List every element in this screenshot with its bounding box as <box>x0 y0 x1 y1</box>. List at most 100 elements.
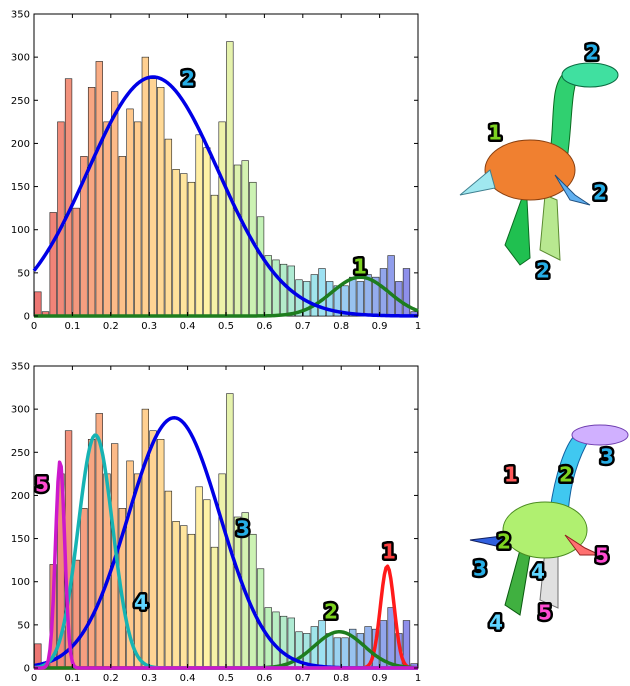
histogram-bar-1-19 <box>180 525 188 669</box>
histogram-bar-0-2 <box>49 212 57 317</box>
model-0-tail <box>459 169 496 196</box>
histogram-bar-0-31 <box>272 259 280 317</box>
histogram-bar-0-9 <box>103 121 111 317</box>
y-tick-label-1-4: 200 <box>11 491 30 502</box>
histogram-bar-0-17 <box>164 138 173 317</box>
histogram-bar-0-22 <box>203 147 211 317</box>
model-1-head <box>571 424 629 446</box>
histogram-bar-0-32 <box>279 263 288 317</box>
histogram-bar-0-14 <box>141 56 150 317</box>
x-tick-label-0-7: 0.7 <box>295 321 311 332</box>
x-tick-label-1-8: 0.8 <box>333 673 349 684</box>
chart-panel-0: 1 2 0 0.1 0.2 0.3 0.4 0.5 0.6 0.7 0.8 0.9 1 0 50 100 150… <box>11 10 421 333</box>
model-1-body <box>502 501 588 559</box>
histogram-bar-0-8 <box>95 61 103 317</box>
y-tick-label-0-2: 100 <box>11 225 30 236</box>
x-tick-label-0-10: 1 <box>415 321 421 332</box>
model-0-label-2: 2 <box>593 181 607 205</box>
x-tick-label-1-1: 0.1 <box>64 673 80 684</box>
histogram-bar-1-40 <box>341 637 349 669</box>
histogram-bar-0-23 <box>210 194 219 317</box>
histogram-bar-0-25 <box>226 41 234 317</box>
model-0-label-3: 2 <box>536 259 550 283</box>
histogram-bar-1-46 <box>387 607 395 669</box>
histogram-bar-0-27 <box>241 160 249 317</box>
x-tick-label-0-6: 0.6 <box>256 321 272 332</box>
model-1-arm <box>564 534 601 556</box>
model-1-label-4: 3 <box>473 557 487 581</box>
histogram-bar-0-29 <box>256 216 265 317</box>
histogram-bar-0-19 <box>180 173 188 317</box>
x-tick-label-1-4: 0.4 <box>180 673 196 684</box>
x-tick-label-0-1: 0.1 <box>64 321 80 332</box>
curve-label-1-3: 4 <box>134 591 148 615</box>
x-tick-label-0-0: 0 <box>31 321 37 332</box>
curve-label-1-0: 1 <box>382 540 396 564</box>
y-tick-label-0-0: 0 <box>24 312 30 323</box>
model-0-label-0: 1 <box>488 121 502 145</box>
histogram-bar-0-26 <box>233 164 242 317</box>
model-0-head <box>561 62 619 88</box>
histogram-bar-1-22 <box>203 499 211 669</box>
y-tick-label-0-4: 200 <box>11 139 30 150</box>
x-tick-label-0-3: 0.3 <box>141 321 157 332</box>
x-tick-label-1-10: 1 <box>415 673 421 684</box>
histogram-bar-1-13 <box>134 473 142 669</box>
y-tick-label-0-3: 150 <box>11 182 30 193</box>
x-tick-label-1-0: 0 <box>31 673 37 684</box>
histogram-bar-1-38 <box>326 633 334 669</box>
histogram-bar-1-21 <box>195 486 203 669</box>
y-tick-label-1-7: 350 <box>11 362 30 373</box>
histogram-bar-1-14 <box>141 408 150 669</box>
histogram-bar-0-7 <box>87 87 96 317</box>
x-tick-label-0-2: 0.2 <box>103 321 119 332</box>
y-tick-label-1-6: 300 <box>11 405 30 416</box>
histogram-bar-0-41 <box>349 276 357 317</box>
x-tick-label-1-9: 0.9 <box>372 673 388 684</box>
x-tick-label-1-3: 0.3 <box>141 673 157 684</box>
model-1-label-8: 5 <box>538 601 552 625</box>
model-1-leg-left <box>504 549 531 616</box>
y-tick-label-1-1: 50 <box>17 620 30 631</box>
x-tick-label-0-4: 0.4 <box>180 321 196 332</box>
histogram-bar-0-16 <box>157 87 165 317</box>
histogram-bar-0-45 <box>379 268 388 317</box>
curve-label-0-1: 2 <box>181 67 195 91</box>
histogram-bar-0-0 <box>34 291 42 317</box>
model-0-leg-left <box>504 193 531 266</box>
histogram-bar-0-12 <box>126 108 134 317</box>
model-1-label-5: 4 <box>531 560 545 584</box>
histogram-bar-1-23 <box>210 546 219 669</box>
histogram-bar-0-10 <box>111 91 119 317</box>
model-0-leg-right <box>539 194 561 261</box>
model-1-label-0: 1 <box>504 463 518 487</box>
y-tick-label-0-7: 350 <box>11 10 30 21</box>
histogram-bar-0-24 <box>218 121 226 317</box>
histogram-bar-1-25 <box>226 393 234 669</box>
x-tick-label-1-5: 0.5 <box>218 673 234 684</box>
histogram-bar-0-4 <box>64 78 73 317</box>
x-tick-label-1-2: 0.2 <box>103 673 119 684</box>
histogram-bar-0-5 <box>72 207 80 317</box>
histogram-bar-1-20 <box>187 533 196 669</box>
model-1-label-1: 2 <box>559 463 573 487</box>
y-tick-label-1-3: 150 <box>11 534 30 545</box>
histogram-bar-1-7 <box>87 439 96 669</box>
model-1-tail <box>469 534 511 549</box>
gaussian-curve-0-1 <box>32 75 419 318</box>
y-tick-label-1-0: 0 <box>24 664 30 675</box>
curve-label-0-0: 1 <box>353 255 367 279</box>
y-tick-label-0-1: 50 <box>17 268 30 279</box>
curve-label-1-2: 3 <box>236 517 250 541</box>
histogram-bar-0-40 <box>341 285 349 317</box>
model-0-arm <box>554 174 591 206</box>
x-tick-label-0-5: 0.5 <box>218 321 234 332</box>
histogram-bar-1-18 <box>172 521 180 669</box>
x-tick-label-0-8: 0.8 <box>333 321 349 332</box>
histogram-bar-0-20 <box>187 181 196 317</box>
y-tick-label-1-2: 100 <box>11 577 30 588</box>
y-tick-label-0-6: 300 <box>11 53 30 64</box>
histogram-bar-1-16 <box>157 439 165 669</box>
